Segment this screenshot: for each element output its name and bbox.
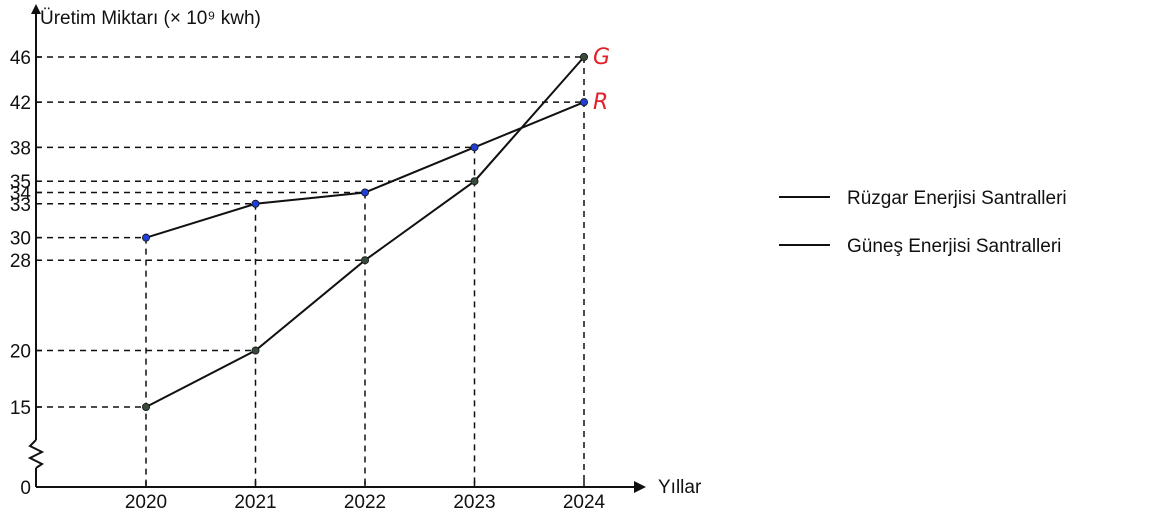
y-axis-break	[27, 439, 45, 469]
series-points	[141, 53, 589, 411]
y-tick-label: 20	[10, 342, 31, 363]
data-point	[580, 98, 589, 107]
legend-item: Güneş Enerjisi Santralleri	[847, 236, 1061, 257]
data-point	[580, 53, 589, 62]
data-point	[360, 256, 369, 265]
guide-lines	[36, 56, 585, 487]
data-point	[251, 346, 260, 355]
y-tick-label: 42	[10, 93, 31, 114]
series-end-label: G	[593, 45, 610, 70]
y-tick-label: 35	[10, 172, 31, 193]
x-tick-label: 2024	[563, 492, 606, 513]
data-point	[141, 402, 150, 411]
y-tick-label: 30	[10, 229, 31, 250]
x-tick-label: 2020	[125, 492, 167, 513]
y-tick-label: 0	[20, 478, 31, 499]
x-axis-arrow	[634, 481, 646, 493]
y-tick-label: 33	[10, 195, 31, 216]
y-axis-label: Üretim Miktarı (× 10⁹ kwh)	[40, 8, 261, 29]
y-tick-label: 15	[10, 398, 31, 419]
x-tick-label: 2023	[453, 492, 495, 513]
data-point	[470, 143, 479, 152]
y-axis-arrow	[31, 4, 41, 14]
data-point	[141, 233, 150, 242]
axes: Üretim Miktarı (× 10⁹ kwh) Yıllar	[27, 4, 702, 498]
series-lines	[145, 56, 585, 408]
series-line	[145, 56, 585, 408]
y-tick-label: 38	[10, 138, 31, 159]
data-point	[360, 188, 369, 197]
series-end-labels: RG	[593, 45, 610, 115]
data-point	[251, 199, 260, 208]
x-tick-label: 2021	[234, 492, 276, 513]
x-tick-label: 2022	[344, 492, 386, 513]
data-point	[470, 177, 479, 186]
legend: Rüzgar Enerjisi Santralleri Güneş Enerjis…	[779, 188, 1067, 257]
legend-item: Rüzgar Enerjisi Santralleri	[847, 188, 1067, 209]
series-end-label: R	[593, 90, 608, 115]
y-tick-label: 46	[10, 48, 31, 69]
x-tick-labels: 2020 2021 2022 2023 2024	[125, 481, 606, 513]
x-axis-label: Yıllar	[658, 477, 702, 498]
y-tick-label: 28	[10, 251, 31, 272]
y-tick-label: 34	[10, 183, 32, 204]
